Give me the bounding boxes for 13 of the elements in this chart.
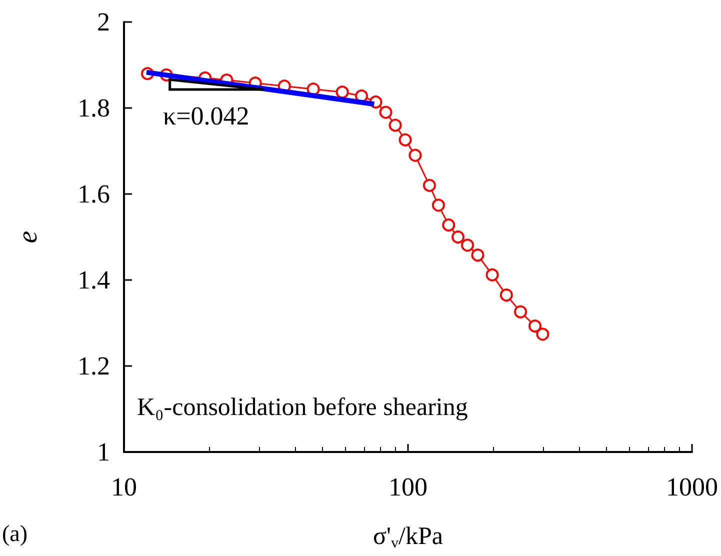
y-tick-label: 1.6 xyxy=(78,180,110,208)
y-tick-label: 1.4 xyxy=(78,266,110,294)
annotation: κ=0.042 xyxy=(163,102,250,130)
x-tick-label: 1000 xyxy=(666,472,718,502)
y-axis-title: e xyxy=(12,230,44,244)
y-tick-label: 1 xyxy=(97,438,110,466)
annotation: K₀-consolidation before shearing xyxy=(137,394,468,421)
y-tick-label: 1.2 xyxy=(78,352,110,380)
y-tick-label: 1.8 xyxy=(78,94,110,122)
x-tick-label: 100 xyxy=(388,472,428,502)
y-tick-label: 2 xyxy=(97,8,110,36)
text: (a) xyxy=(2,521,28,546)
x-tick-label: 10 xyxy=(111,472,137,502)
